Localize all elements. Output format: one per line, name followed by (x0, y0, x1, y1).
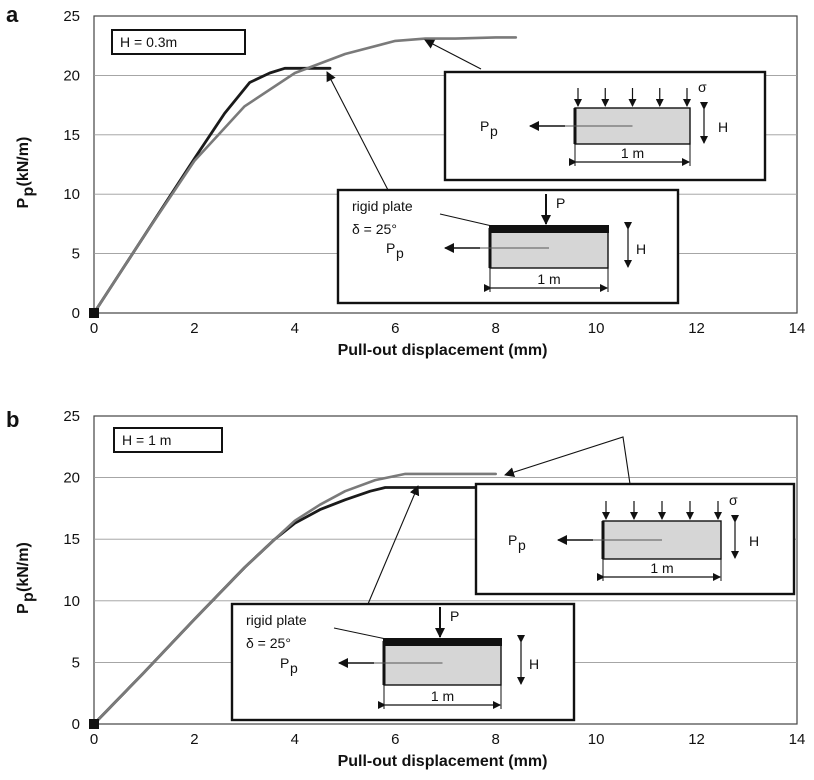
chart-panel-b: 0 5 10 15 20 25 0 2 4 6 8 10 12 14 Pull-out displaceme… (6, 407, 805, 770)
x-tick-label: 12 (688, 320, 705, 337)
leader-arrow (367, 485, 420, 605)
param-box (113, 427, 223, 453)
friction-label: δ = 25° (246, 635, 291, 651)
x-tick-label: 10 (588, 731, 605, 748)
y-tick-label: 5 (72, 246, 80, 263)
x-tick-label: 6 (391, 731, 399, 748)
x-tick-label: 4 (291, 731, 299, 748)
y-axis-subscript: p (20, 187, 37, 197)
height-label: H (636, 241, 646, 257)
x-tick-label: 10 (588, 320, 605, 337)
p-label: P (450, 608, 459, 624)
y-axis-label: Pp(kN/m) (15, 137, 37, 209)
friction-label: δ = 25° (352, 221, 397, 237)
p-label: P (556, 195, 565, 211)
plate-leader (333, 627, 387, 640)
y-tick-label: 0 (72, 305, 80, 322)
x-axis-label: Pull-out displacement (mm) (338, 342, 548, 359)
pp-subscript: p (290, 660, 298, 676)
origin-marker (89, 719, 99, 729)
series-distributed-load (92, 36, 518, 315)
height-label: H (529, 656, 539, 672)
x-tick-label: 6 (391, 320, 399, 337)
pp-label: P (480, 118, 489, 134)
height-label: H (749, 533, 759, 549)
pp-subscript: p (518, 537, 526, 553)
series-distributed-load (92, 472, 497, 726)
y-tick-label: 15 (63, 531, 80, 548)
y-axis-label: Pp(kN/m) (15, 542, 37, 614)
y-tick-label: 0 (72, 716, 80, 733)
panel-letter: a (6, 2, 19, 27)
x-axis-label: Pull-out displacement (mm) (338, 753, 548, 770)
width-label: 1 m (650, 560, 673, 576)
param-box (111, 29, 246, 55)
param-label: H = 0.3m (120, 34, 177, 50)
plot-frame (93, 15, 798, 314)
sigma-label: σ (698, 79, 707, 95)
pp-subscript: p (396, 245, 404, 261)
pp-label: P (280, 655, 289, 671)
leader-arrow (424, 39, 482, 70)
width-label: 1 m (537, 271, 560, 287)
leader-arrow (504, 436, 631, 485)
x-tick-label: 0 (90, 731, 98, 748)
width-label: 1 m (431, 688, 454, 704)
y-tick-label: 20 (63, 470, 80, 487)
rigid-plate-label: rigid plate (352, 198, 413, 214)
y-tick-label: 10 (63, 186, 80, 203)
y-tick-label: 5 (72, 654, 80, 671)
leader-arrow (326, 71, 389, 191)
plate-leader (439, 213, 493, 227)
panel-letter: b (6, 407, 19, 432)
rigid-plate (383, 638, 502, 646)
param-label: H = 1 m (122, 432, 171, 448)
height-label: H (718, 119, 728, 135)
rigid-plate (489, 225, 609, 233)
y-axis-units: (kN/m) (15, 137, 32, 187)
chart-panel-a: 0 5 10 15 20 25 0 2 4 6 8 10 12 14 Pull-out displaceme… (6, 2, 805, 359)
y-tick-label: 20 (63, 67, 80, 84)
x-tick-label: 8 (492, 731, 500, 748)
rigid-plate-label: rigid plate (246, 612, 307, 628)
inset-distributed-load: σ P p 1 m H (443, 70, 767, 182)
y-axis-symbol: P (15, 198, 32, 209)
x-tick-label: 0 (90, 320, 98, 337)
x-tick-label: 14 (789, 320, 806, 337)
y-tick-label: 25 (63, 8, 80, 25)
x-tick-label: 14 (789, 731, 806, 748)
inset-distributed-load: σ P p 1 m H (474, 482, 796, 596)
x-tick-label: 2 (190, 320, 198, 337)
x-tick-label: 4 (291, 320, 299, 337)
origin-marker (89, 308, 99, 318)
y-axis-symbol: P (15, 603, 32, 614)
pp-label: P (508, 532, 517, 548)
pp-subscript: p (490, 123, 498, 139)
plot-frame (93, 415, 798, 725)
width-label: 1 m (621, 145, 644, 161)
y-tick-label: 25 (63, 408, 80, 425)
sigma-label: σ (729, 492, 738, 508)
x-tick-label: 12 (688, 731, 705, 748)
y-tick-label: 10 (63, 593, 80, 610)
pp-label: P (386, 240, 395, 256)
x-tick-label: 2 (190, 731, 198, 748)
y-axis-units: (kN/m) (15, 542, 32, 592)
series-rigid-plate (92, 66, 332, 315)
x-tick-label: 8 (492, 320, 500, 337)
y-tick-label: 15 (63, 127, 80, 144)
y-axis-subscript: p (20, 592, 37, 602)
